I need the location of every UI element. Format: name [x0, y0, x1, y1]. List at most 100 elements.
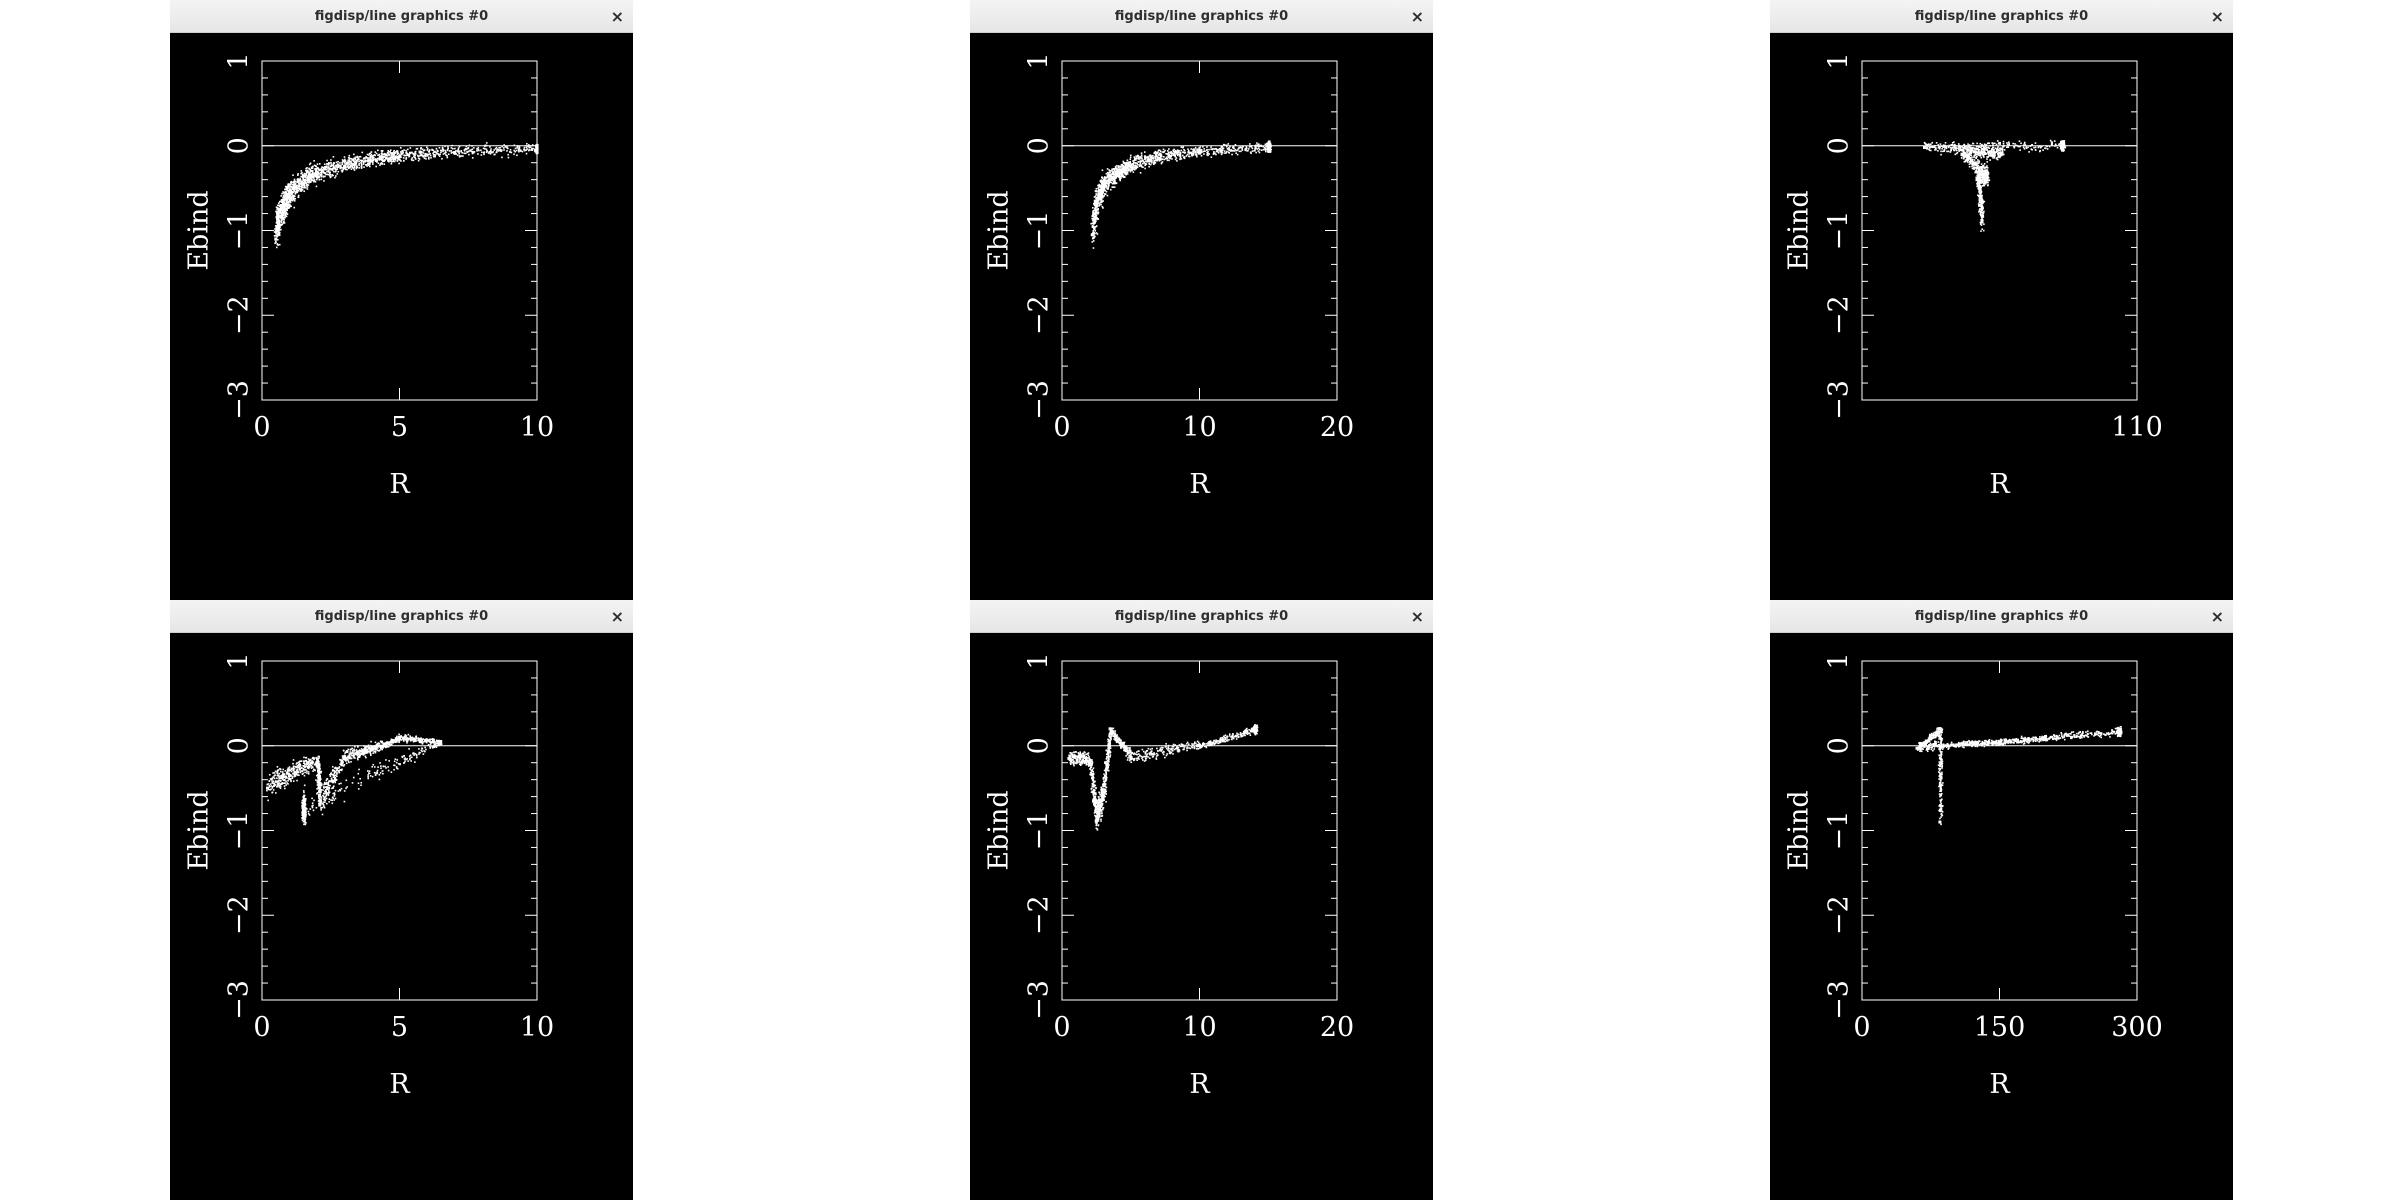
- data-point: [1179, 151, 1182, 154]
- data-point: [1194, 147, 1197, 149]
- data-point: [1106, 180, 1108, 182]
- data-point: [1258, 148, 1261, 151]
- data-point: [2063, 144, 2066, 146]
- data-point: [333, 165, 335, 168]
- data-point: [1982, 155, 1985, 157]
- data-point: [320, 174, 322, 177]
- data-point: [2045, 147, 2047, 150]
- data-point: [293, 195, 296, 198]
- data-point: [424, 152, 427, 155]
- title-bar[interactable]: figdisp/line graphics #0 ×: [1770, 0, 2233, 33]
- data-point: [1104, 180, 1106, 183]
- data-point: [266, 789, 268, 792]
- data-point: [371, 155, 374, 158]
- data-point: [1183, 152, 1186, 154]
- data-point: [330, 161, 332, 164]
- data-point: [1102, 184, 1104, 187]
- data-point: [1264, 143, 1267, 146]
- data-point: [326, 159, 328, 162]
- data-point: [276, 766, 279, 768]
- data-point: [1179, 158, 1181, 161]
- data-point: [300, 181, 303, 183]
- data-point: [1977, 150, 1980, 152]
- data-point: [292, 197, 295, 199]
- close-icon[interactable]: ×: [2210, 7, 2224, 26]
- data-point: [531, 149, 534, 151]
- data-point: [501, 145, 504, 148]
- data-point: [288, 778, 291, 781]
- data-point: [1981, 181, 1983, 184]
- data-point: [1142, 159, 1144, 162]
- data-point: [1196, 148, 1198, 151]
- data-point: [1940, 150, 1942, 153]
- data-point: [1977, 148, 1980, 151]
- data-point: [356, 156, 358, 159]
- data-point: [518, 145, 521, 148]
- data-point: [316, 163, 319, 166]
- data-point: [1979, 180, 1982, 183]
- data-point: [1106, 168, 1109, 170]
- data-point: [1980, 189, 1982, 191]
- data-point: [358, 155, 360, 158]
- data-point: [286, 205, 289, 208]
- data-point: [1994, 154, 1996, 157]
- data-point: [1978, 151, 1980, 153]
- data-point: [1129, 156, 1132, 159]
- data-point: [2006, 143, 2009, 146]
- data-point: [2029, 145, 2032, 147]
- data-point: [1979, 166, 1981, 168]
- data-point: [482, 152, 485, 154]
- data-point: [2023, 142, 2026, 145]
- data-point: [2060, 147, 2063, 150]
- data-point: [1981, 228, 1984, 230]
- data-point: [2001, 146, 2004, 148]
- data-point: [1150, 157, 1152, 160]
- data-point: [307, 178, 309, 181]
- data-point: [2060, 145, 2063, 148]
- data-point: [1213, 152, 1216, 155]
- data-point: [397, 151, 399, 154]
- data-point: [1978, 168, 1980, 170]
- data-point: [402, 157, 405, 159]
- data-point: [293, 186, 295, 189]
- close-icon[interactable]: ×: [610, 607, 624, 626]
- data-point: [331, 174, 334, 177]
- data-point: [405, 151, 407, 154]
- data-point: [397, 152, 400, 155]
- data-point: [1199, 146, 1202, 148]
- x-axis-label: R: [1189, 469, 1210, 500]
- data-point: [327, 167, 329, 170]
- data-point: [1127, 163, 1129, 166]
- data-point: [277, 220, 280, 222]
- data-point: [1989, 152, 1992, 154]
- data-point: [336, 166, 339, 169]
- data-point: [334, 167, 336, 169]
- data-point: [1113, 178, 1116, 181]
- data-point: [1156, 152, 1159, 154]
- data-point: [1974, 164, 1976, 166]
- x-axis-label: R: [389, 1069, 410, 1100]
- title-bar[interactable]: figdisp/line graphics #0 ×: [170, 600, 633, 633]
- data-point: [380, 150, 383, 152]
- data-point: [295, 180, 297, 183]
- data-point: [1969, 157, 1971, 160]
- data-point: [281, 214, 284, 216]
- data-point: [1968, 144, 1971, 146]
- data-point: [1929, 143, 1932, 145]
- data-point: [1098, 190, 1101, 192]
- data-point: [1093, 228, 1096, 231]
- data-point: [1968, 152, 1970, 155]
- close-icon[interactable]: ×: [610, 7, 624, 26]
- data-point: [1160, 152, 1162, 155]
- close-icon[interactable]: ×: [1410, 7, 1424, 26]
- data-point: [1168, 159, 1170, 162]
- data-point: [387, 160, 390, 163]
- data-point: [1179, 154, 1182, 157]
- data-point: [1972, 161, 1975, 164]
- title-bar[interactable]: figdisp/line graphics #0 ×: [970, 0, 1433, 33]
- data-point: [329, 171, 331, 174]
- data-point: [1106, 194, 1109, 197]
- data-point: [424, 155, 427, 158]
- title-bar[interactable]: figdisp/line graphics #0 ×: [170, 0, 633, 33]
- data-point: [1260, 144, 1262, 147]
